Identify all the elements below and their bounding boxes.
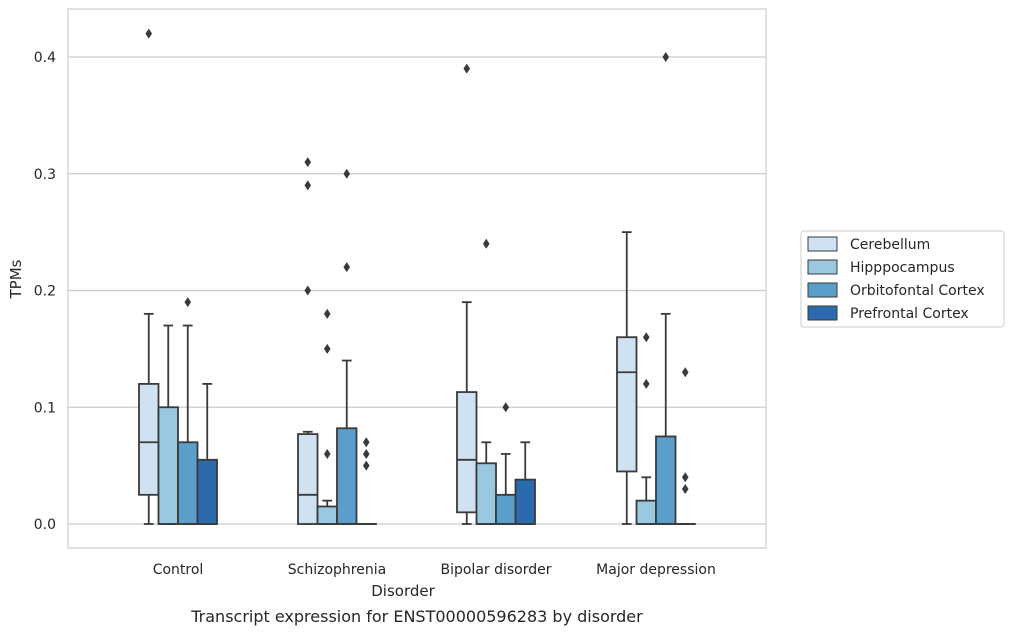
box [456, 391, 478, 514]
box [196, 458, 218, 525]
outlier-point [145, 28, 153, 39]
y-tick-labels: 0.0 0.1 0.2 0.3 0.4 [34, 50, 56, 533]
outlier-point [323, 343, 331, 354]
outlier-point [362, 460, 370, 471]
box [635, 499, 657, 525]
legend-swatch [807, 259, 838, 275]
y-tick-label: 0.3 [34, 167, 56, 183]
box-group [336, 168, 358, 525]
outlier-point [681, 483, 689, 494]
x-tick-label: Control [153, 562, 204, 578]
box [616, 336, 638, 473]
legend: Cerebellum Hipppocampus Orbitofontal Corte… [800, 230, 1005, 328]
box-group [177, 297, 199, 525]
box-group [355, 437, 377, 525]
box-group [297, 157, 319, 525]
box-group [495, 402, 517, 525]
box-group [316, 308, 338, 525]
box-group [514, 441, 536, 525]
box-group [674, 367, 696, 525]
legend-label: Prefrontal Cortex [850, 306, 969, 322]
legend-swatch [807, 236, 838, 252]
box-group [138, 28, 160, 525]
y-tick-label: 0.0 [34, 517, 56, 533]
box [495, 493, 517, 525]
box-series [138, 28, 696, 525]
box [138, 382, 160, 496]
box-group [655, 52, 677, 525]
box-group [616, 231, 638, 525]
x-tick-label: Bipolar disorder [440, 562, 551, 578]
box-group [475, 238, 497, 525]
box [514, 478, 536, 525]
outlier-point [482, 238, 490, 249]
outlier-point [502, 402, 510, 413]
box [157, 406, 179, 525]
box [655, 435, 677, 525]
legend-label: Hipppocampus [850, 260, 955, 276]
box-group [157, 324, 179, 525]
outlier-point [343, 262, 351, 273]
legend-swatch [807, 282, 838, 298]
outlier-point [323, 308, 331, 319]
box-group [196, 382, 218, 525]
y-axis-title: TPMs [7, 259, 25, 299]
outlier-point [642, 378, 650, 389]
outlier-point [304, 285, 312, 296]
outlier-point [681, 367, 689, 378]
box-group [635, 332, 657, 525]
y-tick-label: 0.1 [34, 400, 56, 416]
y-tick-label: 0.2 [34, 284, 56, 300]
chart-caption: Transcript expression for ENST0000059628… [190, 607, 643, 626]
outlier-point [304, 180, 312, 191]
outlier-point [362, 437, 370, 448]
legend-label: Orbitofontal Cortex [850, 283, 985, 299]
y-tick-label: 0.4 [34, 50, 56, 66]
box [297, 433, 319, 525]
outlier-point [463, 63, 471, 74]
outlier-point [323, 448, 331, 459]
x-tick-label: Schizophrenia [288, 562, 386, 578]
x-tick-labels: Control Schizophrenia Bipolar disorder Majo… [153, 562, 716, 578]
legend-label: Cerebellum [850, 237, 930, 253]
plot-frame [67, 8, 767, 549]
box [475, 462, 497, 525]
box [316, 505, 338, 525]
box [177, 441, 199, 525]
box [336, 427, 358, 525]
outlier-point [662, 52, 670, 62]
outlier-point [642, 332, 650, 343]
outlier-point [343, 168, 351, 179]
x-axis-title: Disorder [371, 582, 435, 600]
legend-frame [800, 230, 1005, 328]
outlier-point [362, 448, 370, 459]
outlier-point [184, 297, 192, 308]
x-tick-label: Major depression [596, 562, 716, 578]
box-group [456, 63, 478, 525]
outlier-point [304, 157, 312, 168]
legend-swatch [807, 305, 838, 321]
outlier-point [681, 472, 689, 483]
